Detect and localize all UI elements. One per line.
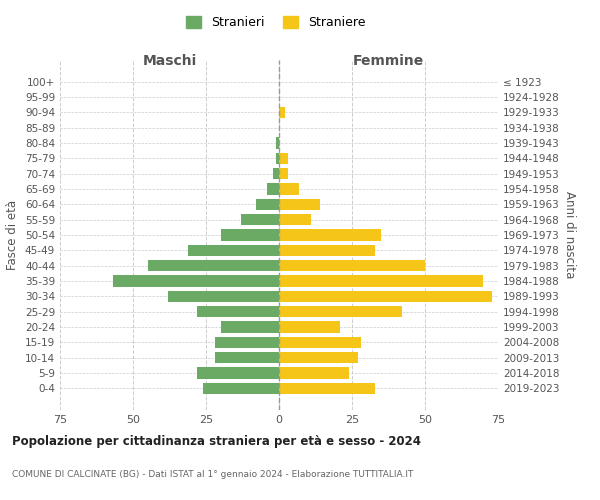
Bar [279, 306, 401, 318]
Bar [276, 137, 279, 148]
Bar [221, 322, 279, 333]
Bar [215, 352, 279, 364]
Text: Maschi: Maschi [142, 54, 197, 68]
Bar [279, 260, 425, 272]
Bar [273, 168, 279, 179]
Bar [268, 183, 279, 194]
Bar [279, 382, 376, 394]
Bar [279, 229, 381, 241]
Bar [168, 290, 279, 302]
Bar [279, 183, 299, 194]
Bar [279, 152, 288, 164]
Text: Popolazione per cittadinanza straniera per età e sesso - 2024: Popolazione per cittadinanza straniera p… [12, 435, 421, 448]
Text: Femmine: Femmine [353, 54, 424, 68]
Bar [279, 322, 340, 333]
Bar [197, 368, 279, 379]
Bar [113, 276, 279, 287]
Bar [241, 214, 279, 226]
Bar [188, 244, 279, 256]
Bar [279, 168, 288, 179]
Bar [279, 276, 484, 287]
Bar [279, 352, 358, 364]
Bar [203, 382, 279, 394]
Bar [256, 198, 279, 210]
Bar [279, 198, 320, 210]
Bar [279, 214, 311, 226]
Y-axis label: Fasce di età: Fasce di età [7, 200, 19, 270]
Y-axis label: Anni di nascita: Anni di nascita [563, 192, 576, 278]
Bar [276, 152, 279, 164]
Bar [197, 306, 279, 318]
Bar [279, 106, 285, 118]
Bar [279, 368, 349, 379]
Text: COMUNE DI CALCINATE (BG) - Dati ISTAT al 1° gennaio 2024 - Elaborazione TUTTITAL: COMUNE DI CALCINATE (BG) - Dati ISTAT al… [12, 470, 413, 479]
Bar [148, 260, 279, 272]
Bar [279, 244, 376, 256]
Bar [279, 290, 492, 302]
Bar [215, 336, 279, 348]
Bar [279, 336, 361, 348]
Bar [221, 229, 279, 241]
Legend: Stranieri, Straniere: Stranieri, Straniere [181, 11, 371, 34]
